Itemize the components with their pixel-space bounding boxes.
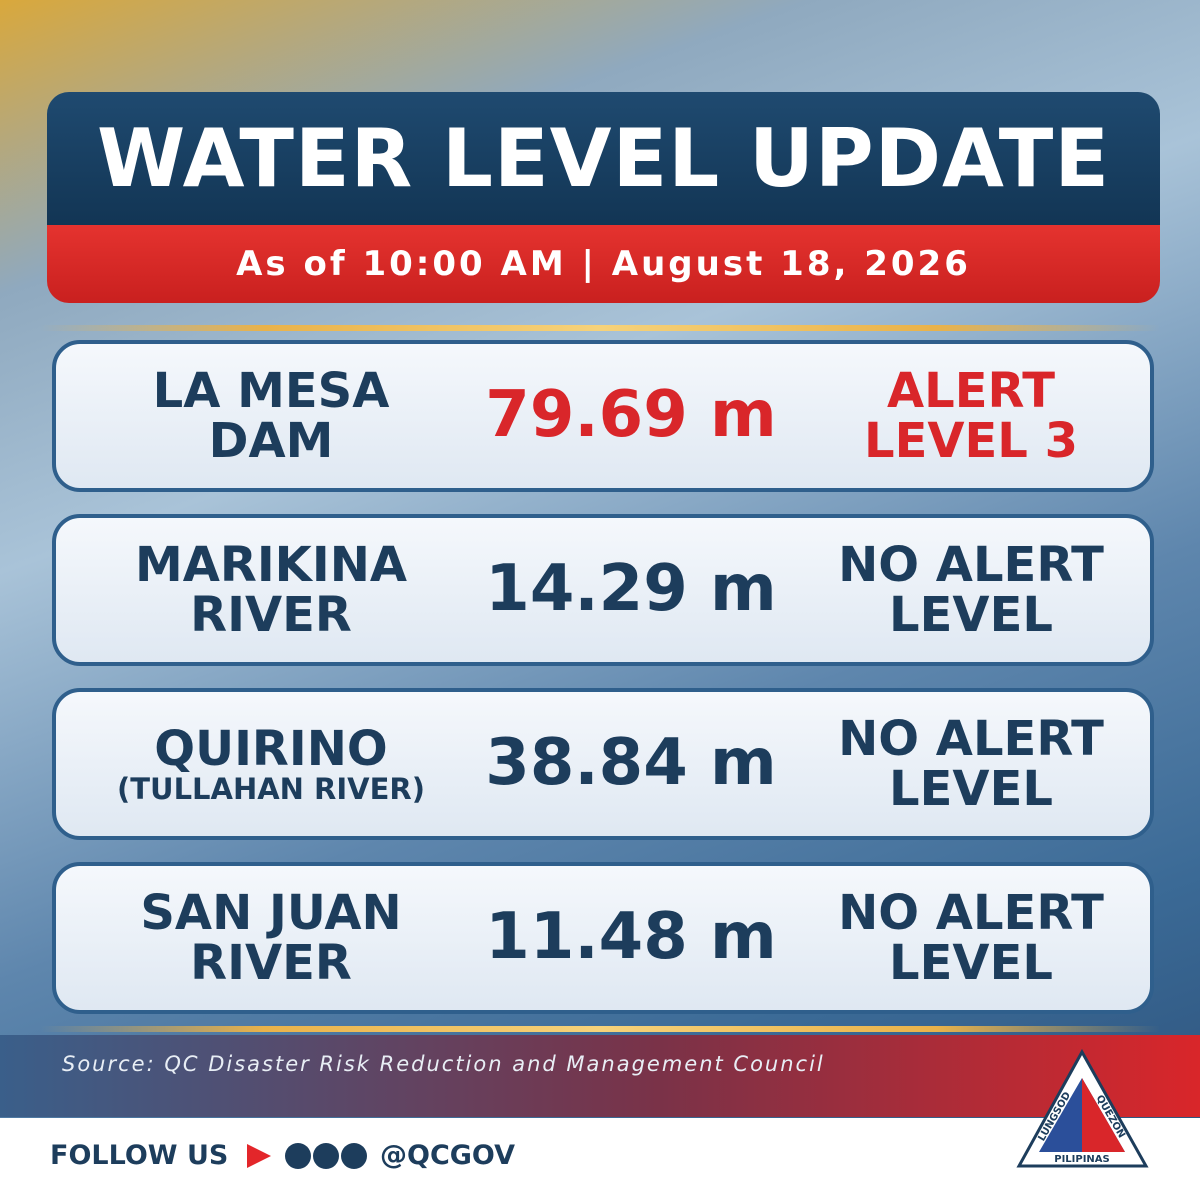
source: Source: QC Disaster Risk Reduction and M… [62, 1052, 825, 1076]
name-line: RIVER [190, 587, 352, 643]
station-name: QUIRINO (TULLAHAN RIVER) [76, 692, 466, 836]
row: MARIKINA RIVER 14.29 m NO ALERT LEVEL [52, 514, 1154, 666]
name-line: QUIRINO [154, 720, 388, 777]
footer [0, 1118, 1200, 1200]
tiktok-icon[interactable] [341, 1143, 367, 1169]
arrow [247, 1144, 271, 1168]
logo: LUNGSOD QUEZON PILIPINAS [1016, 1048, 1149, 1168]
name-line: RIVER [190, 935, 352, 991]
row: QUIRINO (TULLAHAN RIVER) 38.84 m NO ALERT LE… [52, 688, 1154, 840]
alert-line: LEVEL [889, 587, 1053, 643]
subtitle: As of 10:00 AM | August 18, 2026 [47, 225, 1160, 303]
alert-line: LEVEL [889, 761, 1053, 817]
station-name: LA MESA DAM [76, 344, 466, 488]
x-icon[interactable] [313, 1143, 339, 1169]
facebook-icon[interactable] [285, 1143, 311, 1169]
alert-line: LEVEL 3 [863, 413, 1078, 469]
alert-level: NO ALERT LEVEL [826, 692, 1116, 836]
alert-line: ALERT [886, 362, 1056, 419]
alert-line: NO ALERT [838, 884, 1104, 941]
alert-level: NO ALERT LEVEL [826, 518, 1116, 662]
alert-line: NO ALERT [838, 536, 1104, 593]
social-icons [247, 1143, 367, 1169]
name-line: (TULLAHAN RIVER) [116, 771, 426, 806]
logo-text: PILIPINAS [1054, 1154, 1110, 1165]
water-level: 11.48 m [485, 900, 777, 975]
alert-line: LEVEL [889, 935, 1053, 991]
water-level: 38.84 m [485, 726, 777, 801]
logo-inner [1082, 1078, 1125, 1152]
source-band [0, 1035, 1200, 1117]
alert-line: NO ALERT [838, 710, 1104, 767]
divider [40, 1026, 1160, 1032]
name-line: LA MESA [152, 362, 390, 419]
name-line: MARIKINA [134, 536, 408, 593]
name-line: SAN JUAN [140, 884, 402, 941]
station-name: SAN JUAN RIVER [76, 866, 466, 1010]
water-level: 79.69 m [485, 378, 777, 453]
station-name: MARIKINA RIVER [76, 518, 466, 662]
name-line: DAM [208, 413, 334, 469]
follow-label: FOLLOW US [50, 1140, 229, 1171]
row: LA MESA DAM 79.69 m ALERT LEVEL 3 [52, 340, 1154, 492]
title: WATER LEVEL UPDATE [47, 92, 1160, 226]
row: SAN JUAN RIVER 11.48 m NO ALERT LEVEL [52, 862, 1154, 1014]
water-level: 14.29 m [485, 552, 777, 627]
alert-level: ALERT LEVEL 3 [826, 344, 1116, 488]
alert-level: NO ALERT LEVEL [826, 866, 1116, 1010]
handle[interactable]: @QCGOV [380, 1140, 516, 1171]
divider [40, 325, 1160, 331]
